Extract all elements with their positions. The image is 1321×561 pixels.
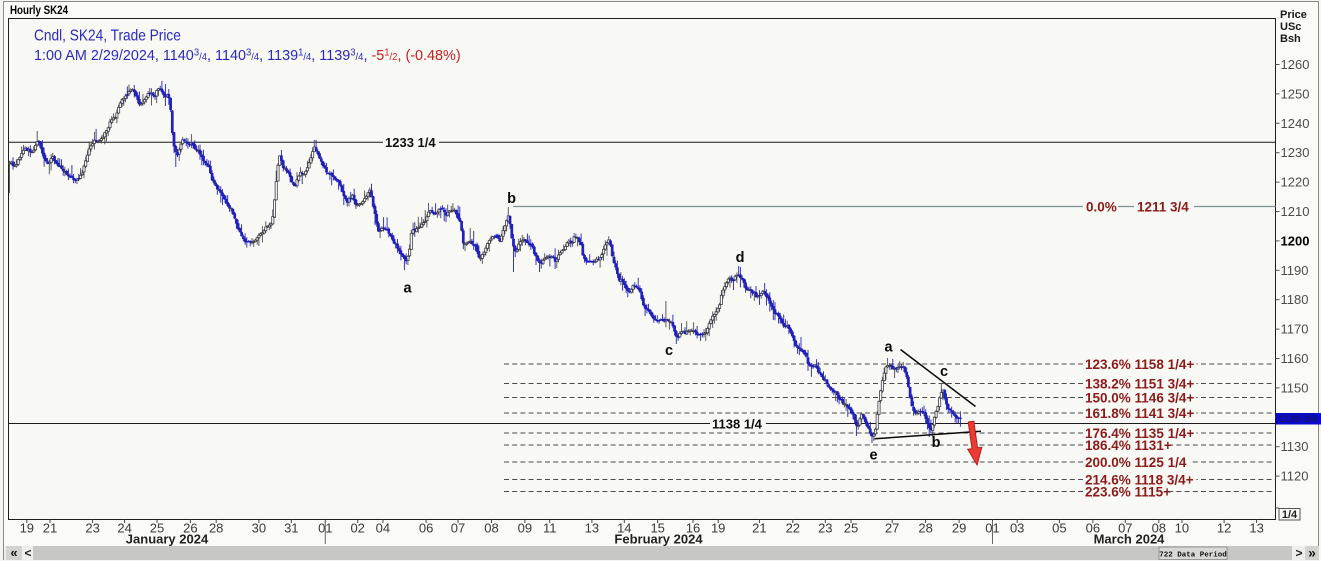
svg-text:1190: 1190 (1281, 263, 1309, 278)
svg-text:b: b (932, 435, 941, 451)
svg-text:21: 21 (43, 521, 57, 536)
svg-text:29: 29 (952, 521, 966, 536)
svg-text:Cndl, SK24, Trade Price: Cndl, SK24, Trade Price (34, 28, 181, 45)
svg-text:03: 03 (1010, 521, 1024, 536)
svg-text:USc: USc (1280, 21, 1301, 33)
svg-text:08: 08 (484, 521, 498, 536)
svg-text:«: « (10, 545, 17, 560)
svg-text:05: 05 (1052, 521, 1066, 536)
svg-text:186.4% 1131+: 186.4% 1131+ (1085, 438, 1172, 453)
svg-text:04: 04 (376, 521, 390, 536)
svg-text:»: » (1308, 545, 1316, 561)
svg-text:19: 19 (20, 521, 34, 536)
svg-text:e: e (869, 448, 877, 464)
svg-text:223.6% 1115+: 223.6% 1115+ (1085, 485, 1171, 500)
svg-text:1138 1/4: 1138 1/4 (712, 417, 763, 432)
svg-text:28: 28 (209, 521, 223, 536)
svg-text:Price: Price (1280, 9, 1307, 21)
svg-text:25: 25 (844, 521, 858, 536)
svg-text:a: a (403, 281, 412, 297)
svg-text:161.8% 1141 3/4+: 161.8% 1141 3/4+ (1085, 406, 1194, 421)
svg-text:26: 26 (183, 521, 197, 536)
svg-text:b: b (507, 191, 516, 207)
svg-text:>: > (1295, 546, 1302, 560)
svg-text:02: 02 (350, 521, 364, 536)
svg-text:1150: 1150 (1281, 380, 1309, 395)
svg-text:214.6% 1118 3/4+: 214.6% 1118 3/4+ (1085, 473, 1194, 488)
svg-text:1:00 AM 2/29/2024, 11403/4, 11: 1:00 AM 2/29/2024, 11403/4, 11403/4, 113… (34, 47, 461, 64)
svg-text:28: 28 (918, 521, 932, 536)
svg-text:25: 25 (150, 521, 164, 536)
svg-text:1200: 1200 (1281, 233, 1310, 248)
svg-text:1120: 1120 (1281, 469, 1309, 484)
svg-text:1240: 1240 (1281, 116, 1310, 131)
svg-text:12: 12 (1217, 521, 1231, 536)
svg-text:22: 22 (786, 521, 800, 536)
svg-text:15: 15 (650, 521, 664, 536)
svg-text:1210: 1210 (1281, 204, 1310, 219)
svg-text:30: 30 (252, 521, 266, 536)
svg-text:16: 16 (686, 521, 700, 536)
svg-text:08: 08 (1152, 521, 1166, 536)
svg-text:1160: 1160 (1281, 351, 1309, 366)
svg-text:13: 13 (585, 521, 599, 536)
svg-text:1/4: 1/4 (1282, 509, 1298, 521)
svg-text:24: 24 (117, 521, 131, 536)
svg-text:27: 27 (885, 521, 899, 536)
svg-text:January 2024: January 2024 (126, 532, 209, 547)
svg-text:09: 09 (518, 521, 532, 536)
svg-text:Hourly SK24: Hourly SK24 (10, 4, 68, 17)
svg-text:a: a (884, 340, 893, 356)
svg-text:200.0% 1125 1/4: 200.0% 1125 1/4 (1085, 455, 1187, 470)
svg-text:138.2% 1151 3/4+: 138.2% 1151 3/4+ (1085, 377, 1194, 392)
svg-text:February 2024: February 2024 (614, 532, 703, 547)
svg-text:123.6% 1158 1/4+: 123.6% 1158 1/4+ (1085, 357, 1194, 372)
svg-text:06: 06 (1086, 521, 1100, 536)
svg-text:1170: 1170 (1281, 322, 1309, 337)
svg-text:07: 07 (1118, 521, 1132, 536)
svg-text:1211 3/4: 1211 3/4 (1137, 200, 1189, 215)
svg-text:13: 13 (1249, 521, 1263, 536)
svg-text:1130: 1130 (1281, 439, 1309, 454)
svg-text:23: 23 (818, 521, 832, 536)
svg-text:1139 3/4: 1139 3/4 (1279, 414, 1318, 425)
svg-text:23: 23 (85, 521, 99, 536)
svg-text:176.4% 1135 1/4+: 176.4% 1135 1/4+ (1085, 426, 1194, 441)
svg-text:March 2024: March 2024 (1094, 532, 1166, 547)
svg-text:21: 21 (752, 521, 766, 536)
svg-text:Bsh: Bsh (1280, 33, 1301, 45)
svg-text:10: 10 (1175, 521, 1189, 536)
svg-text:0.0%: 0.0% (1086, 200, 1117, 215)
svg-text:19: 19 (711, 521, 725, 536)
svg-text:d: d (736, 250, 745, 266)
svg-text:07: 07 (451, 521, 465, 536)
svg-text:1260: 1260 (1281, 57, 1310, 72)
svg-text:1250: 1250 (1281, 86, 1310, 101)
svg-text:11: 11 (543, 521, 557, 536)
svg-text:722 Data Period: 722 Data Period (1159, 552, 1227, 560)
svg-text:c: c (665, 343, 673, 359)
svg-text:31: 31 (284, 521, 298, 536)
svg-text:c: c (940, 364, 948, 380)
svg-text:<: < (24, 546, 31, 560)
svg-text:150.0% 1146 3/4+: 150.0% 1146 3/4+ (1085, 391, 1194, 406)
svg-text:14: 14 (617, 521, 631, 536)
svg-text:06: 06 (419, 521, 433, 536)
svg-text:1233 1/4: 1233 1/4 (385, 135, 436, 150)
svg-text:1180: 1180 (1281, 292, 1309, 307)
svg-text:1220: 1220 (1281, 175, 1310, 190)
svg-text:1230: 1230 (1281, 145, 1310, 160)
